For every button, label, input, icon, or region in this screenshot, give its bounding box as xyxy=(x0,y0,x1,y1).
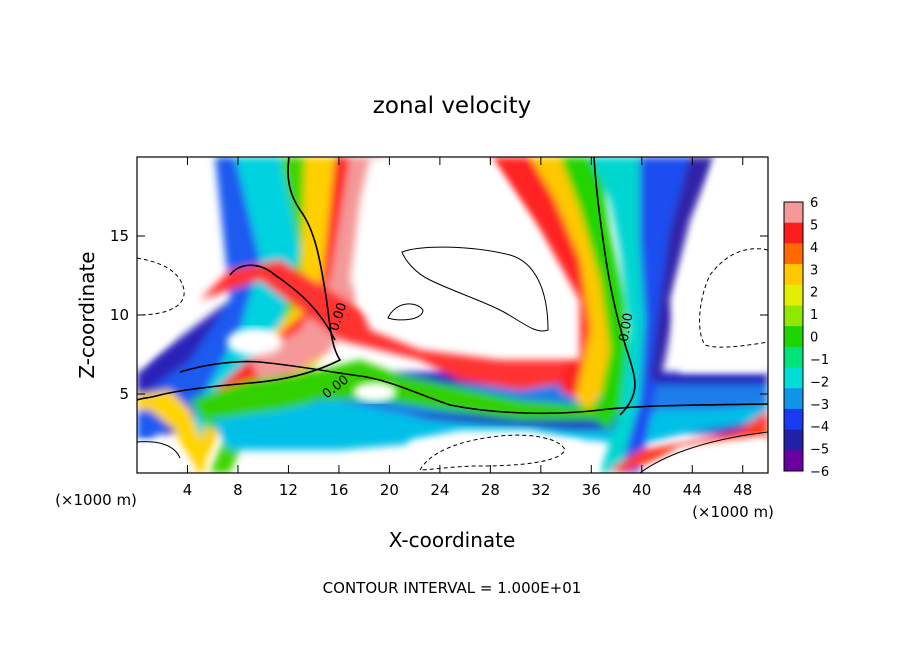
white-patch-bottom-left xyxy=(137,440,200,473)
contour-lines xyxy=(137,157,768,473)
colorbar-label: 6 xyxy=(810,196,818,211)
x-tick-label: 32 xyxy=(531,481,550,499)
region-right-green xyxy=(560,157,630,430)
colorbar-label: −6 xyxy=(810,465,829,480)
colorbar-swatch xyxy=(784,388,803,410)
colorbar-label: 5 xyxy=(810,218,818,233)
colorbar-swatch xyxy=(784,243,803,265)
contour-zero-loop-left xyxy=(229,264,336,341)
colorbar-label: −5 xyxy=(810,443,829,458)
colorbar-label: −1 xyxy=(810,353,829,368)
region-right-cyan xyxy=(590,157,655,473)
x-unit-right: (×1000 m) xyxy=(692,503,774,521)
contour-thin-small xyxy=(387,303,424,321)
colorbar-swatch xyxy=(784,429,803,451)
colorbar-swatch xyxy=(784,305,803,327)
colorbar-frame xyxy=(783,201,804,472)
colorbar-label: −4 xyxy=(810,420,829,435)
x-tick-label: 16 xyxy=(329,481,348,499)
region-right-yellow xyxy=(530,157,610,410)
contour-zero-left xyxy=(137,157,342,401)
region-left-pink xyxy=(250,157,385,380)
white-patch-center xyxy=(227,328,283,356)
colorbar-label: 3 xyxy=(810,263,818,278)
x-tick-label: 8 xyxy=(233,481,243,499)
contour-dashed-right xyxy=(699,248,768,348)
colorbar-label: −2 xyxy=(810,375,829,390)
white-patch-bottom-right xyxy=(640,435,768,473)
x-tick-label: 36 xyxy=(582,481,601,499)
colorbar-swatch xyxy=(784,202,803,224)
x-tick-label: 12 xyxy=(279,481,298,499)
contour-thin-center xyxy=(401,246,549,332)
region-left-edge-yellow xyxy=(137,390,205,473)
colorbar-label: 1 xyxy=(810,308,818,323)
white-patch-bottom xyxy=(400,430,600,473)
colorbar: 6 5 4 3 2 1 0 −1 −2 −3 −4 −5 −6 xyxy=(783,196,829,480)
chart-title: zonal velocity xyxy=(373,93,531,119)
x-tick-label: 4 xyxy=(183,481,193,499)
contour-zero-center xyxy=(179,360,768,415)
x-tick-label: 44 xyxy=(683,481,702,499)
velocity-field: 0.00 0.00 0.00 xyxy=(137,157,768,473)
colorbar-label: −3 xyxy=(810,398,829,413)
y-tick-label: 5 xyxy=(119,385,129,403)
colorbar-swatch xyxy=(784,450,803,472)
x-axis: 4 8 12 16 20 24 28 32 36 40 44 48 xyxy=(183,157,752,499)
white-patch-top-left xyxy=(137,157,205,372)
colorbar-label: 2 xyxy=(810,286,818,301)
x-tick-label: 24 xyxy=(430,481,449,499)
y-axis: 5 10 15 xyxy=(110,227,768,403)
contour-dashed-bottom xyxy=(419,434,566,471)
y-tick-label: 10 xyxy=(110,306,129,324)
colorbar-swatch xyxy=(784,222,803,244)
x-unit-left: (×1000 m) xyxy=(55,491,137,509)
colorbar-label: 4 xyxy=(810,241,818,256)
x-axis-label: X-coordinate xyxy=(389,528,516,552)
x-tick-label: 40 xyxy=(632,481,651,499)
x-tick-label: 28 xyxy=(481,481,500,499)
contour-thin-bottom-left xyxy=(137,441,181,459)
contour-thin-bottom-right xyxy=(639,431,768,473)
colorbar-swatch xyxy=(784,326,803,348)
contour-label-3: 0.00 xyxy=(617,312,637,343)
colorbar-swatch xyxy=(784,284,803,306)
contour-interval-footer: CONTOUR INTERVAL = 1.000E+01 xyxy=(323,579,582,597)
x-tick-label: 20 xyxy=(380,481,399,499)
region-lower-right-red xyxy=(610,410,768,473)
colorbar-label: 0 xyxy=(810,331,818,346)
contour-zero-right xyxy=(593,157,636,416)
white-patch-top-right xyxy=(670,157,768,372)
y-axis-label: Z-coordinate xyxy=(75,251,99,378)
white-patch-top-mid xyxy=(350,157,580,360)
colorbar-swatch xyxy=(784,346,803,369)
colorbar-swatch xyxy=(784,408,803,431)
colorbar-swatch xyxy=(784,264,803,286)
x-tick-label: 48 xyxy=(733,481,752,499)
white-patch-lower xyxy=(353,382,397,402)
colorbar-swatch xyxy=(784,367,803,389)
y-tick-label: 15 xyxy=(110,227,129,245)
